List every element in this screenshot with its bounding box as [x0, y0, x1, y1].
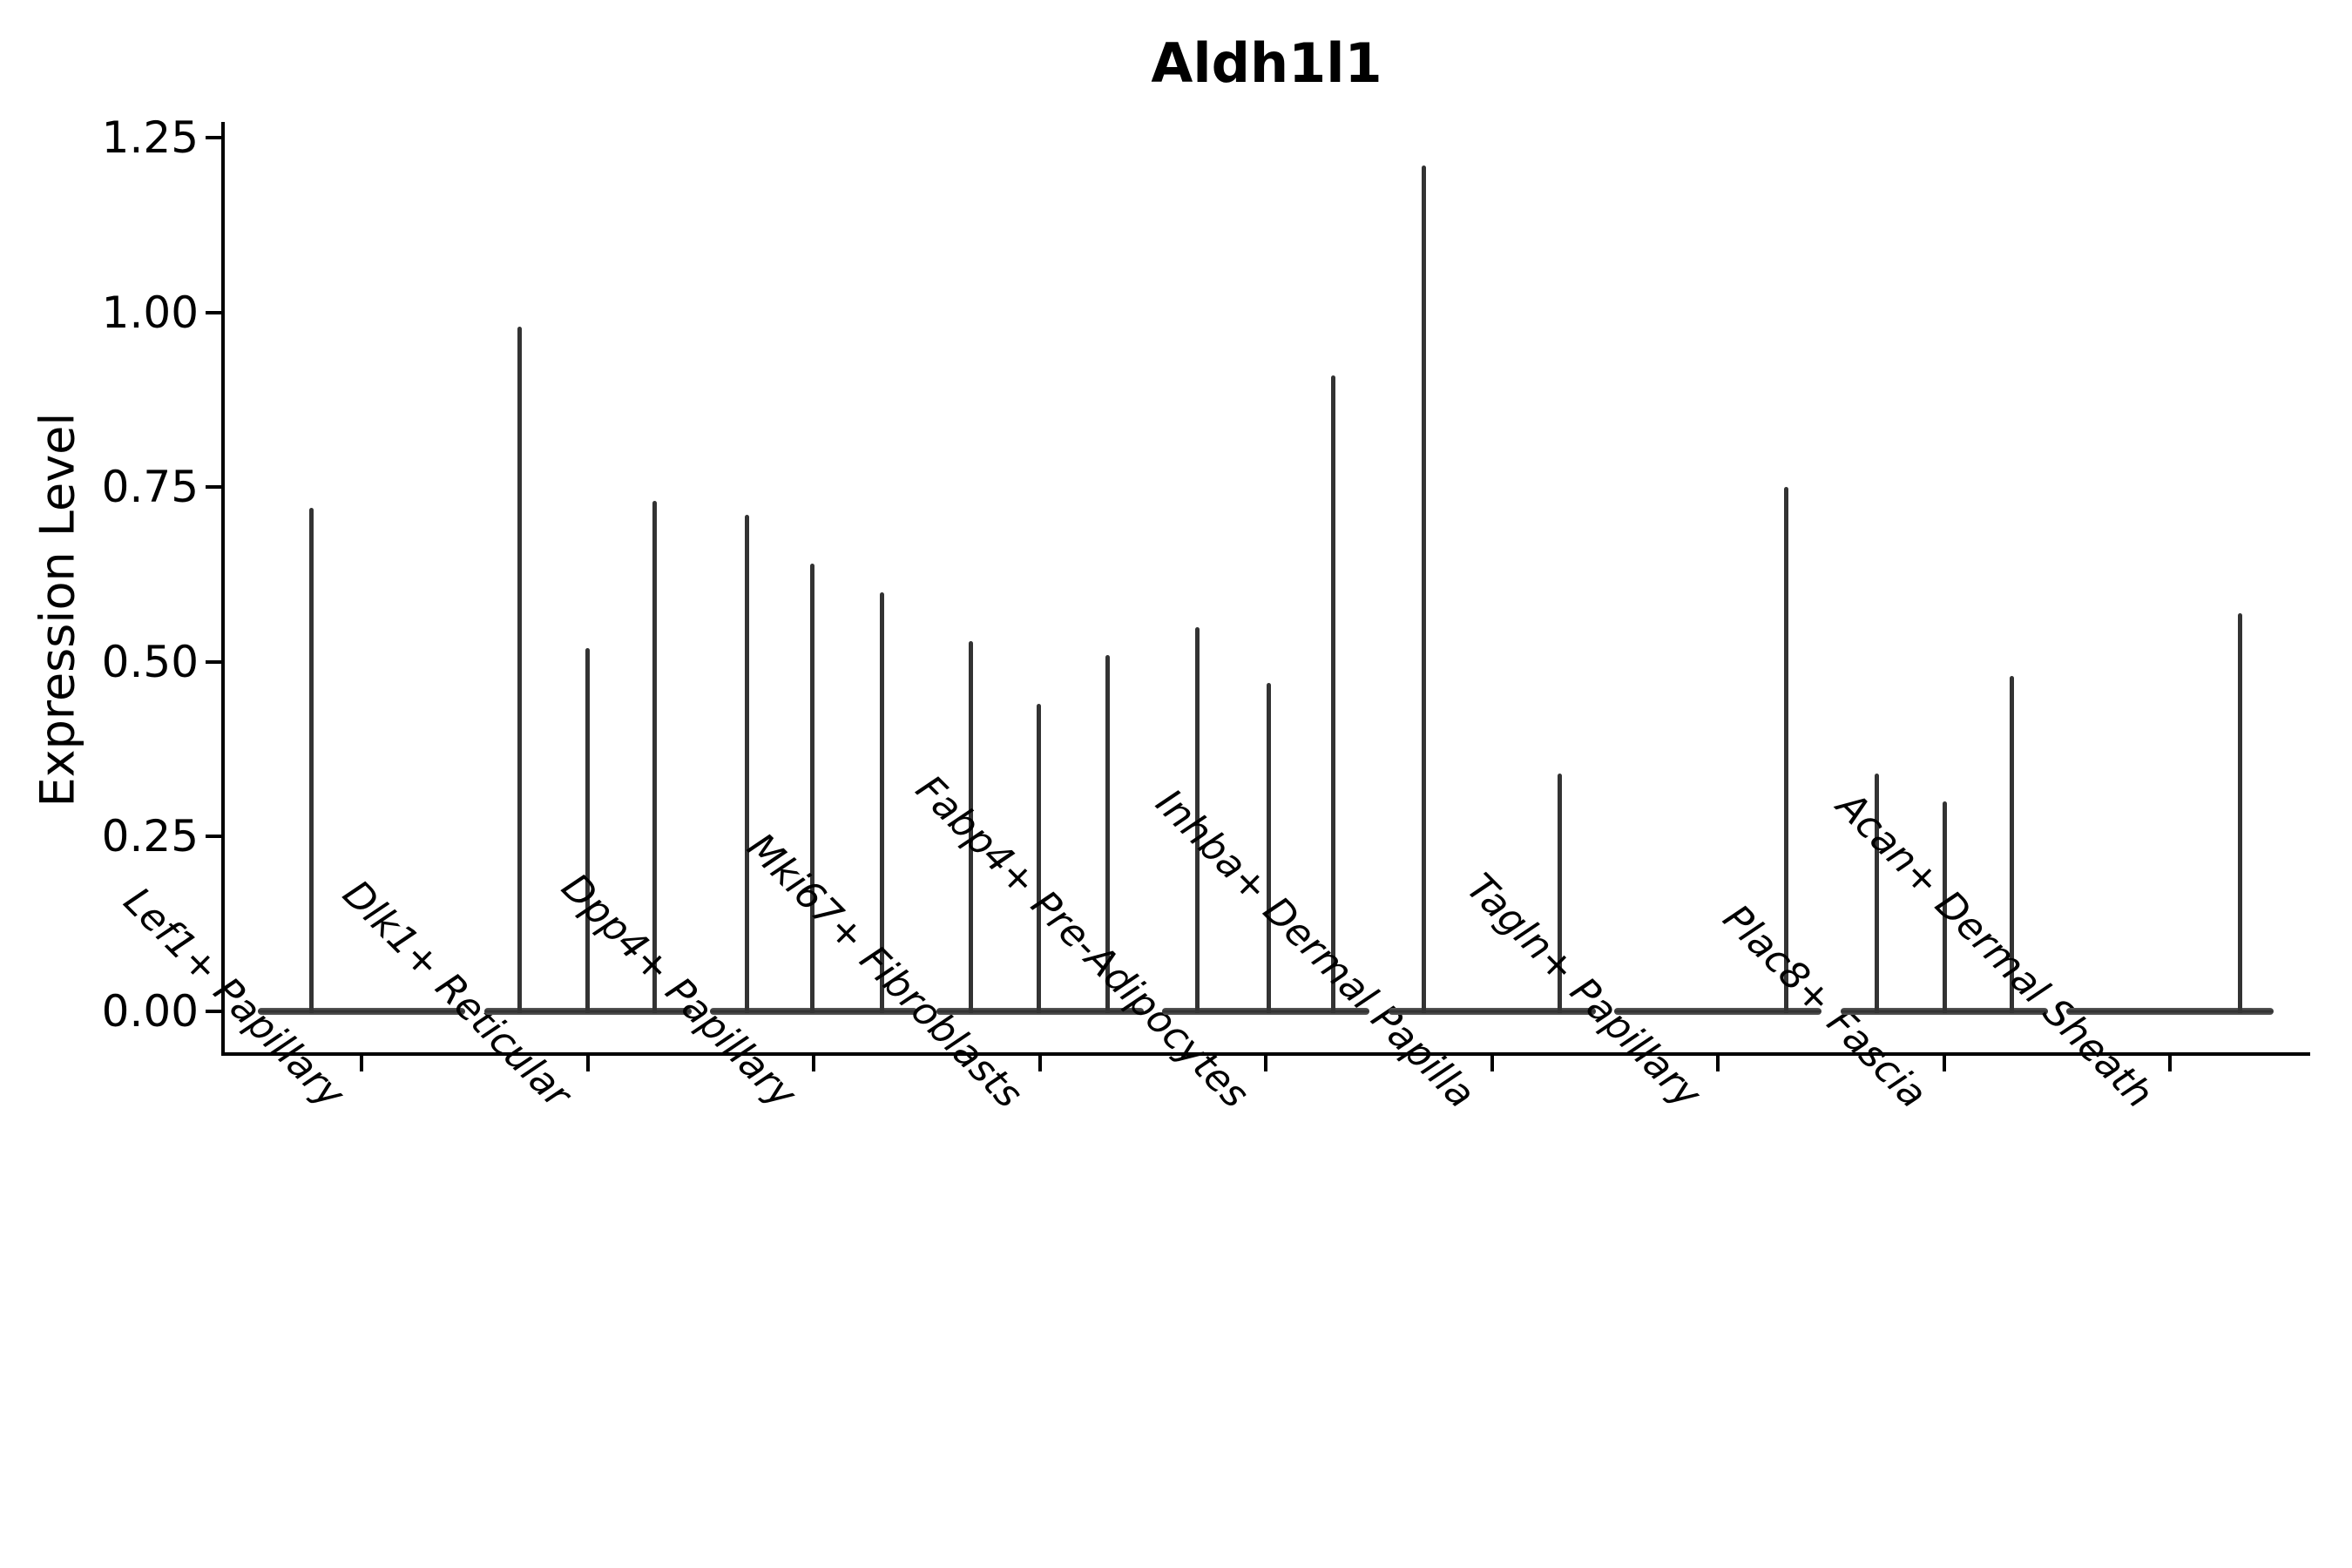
violin-base [2066, 1008, 2274, 1015]
violin-spike [1875, 774, 1879, 1013]
y-tick-mark [206, 659, 221, 664]
violin-spike [1330, 375, 1335, 1013]
violin-spike [585, 647, 590, 1013]
violin-base [1388, 1008, 1596, 1015]
x-tick-label: Tagln+ Papillary [1457, 865, 1709, 1118]
x-tick-label: Dpp4+ Papillary [552, 865, 805, 1118]
y-tick-mark [206, 310, 221, 314]
x-tick-label: Plac8+ Fascia [1714, 896, 1936, 1118]
violin-spike [879, 591, 884, 1013]
violin-spike [809, 564, 814, 1013]
violin-base [1162, 1008, 1369, 1015]
violin-spike [1783, 487, 1788, 1013]
violin-spike [1037, 703, 1041, 1013]
violin-spike [969, 640, 973, 1013]
violin-spike [1105, 654, 1110, 1013]
violin-base [258, 1008, 465, 1015]
violin-base [1614, 1008, 1821, 1015]
y-tick-label: 1.00 [101, 287, 199, 338]
violin-spike [308, 508, 314, 1013]
violin-spike [1558, 774, 1562, 1013]
y-tick-label: 0.00 [101, 986, 199, 1037]
y-tick-mark [206, 136, 221, 139]
x-tick-mark [585, 1056, 590, 1071]
violin-spike [1266, 682, 1271, 1013]
x-tick-mark [1716, 1056, 1720, 1071]
x-axis-spine [221, 1052, 2310, 1056]
violin-spike [652, 501, 657, 1013]
y-tick-mark [206, 1010, 221, 1013]
x-tick-mark [1942, 1056, 1946, 1071]
x-tick-mark [1037, 1056, 1042, 1071]
x-tick-mark [1264, 1056, 1267, 1071]
y-tick-label: 1.25 [101, 112, 199, 163]
x-tick-label: Dlk1+ Reticular [334, 871, 579, 1118]
violin-spike [1194, 626, 1200, 1013]
chart-title: Aldh1l1 [1151, 31, 1382, 95]
y-tick-label: 0.50 [101, 636, 199, 687]
violin-spike [1422, 166, 1426, 1013]
y-tick-mark [206, 835, 221, 839]
x-tick-mark [2168, 1056, 2172, 1071]
violin-spike [2237, 612, 2242, 1013]
y-tick-label: 0.25 [101, 811, 199, 862]
x-tick-mark [360, 1056, 363, 1071]
y-axis-spine [221, 122, 225, 1056]
violin-spike [744, 515, 749, 1013]
y-tick-mark [206, 485, 221, 490]
y-tick-label: 0.75 [101, 462, 199, 513]
violin-spike [1943, 801, 1947, 1013]
violin-spike [2010, 675, 2014, 1013]
x-tick-mark [1490, 1056, 1494, 1071]
violin-spike [517, 326, 522, 1013]
x-tick-mark [812, 1056, 815, 1071]
